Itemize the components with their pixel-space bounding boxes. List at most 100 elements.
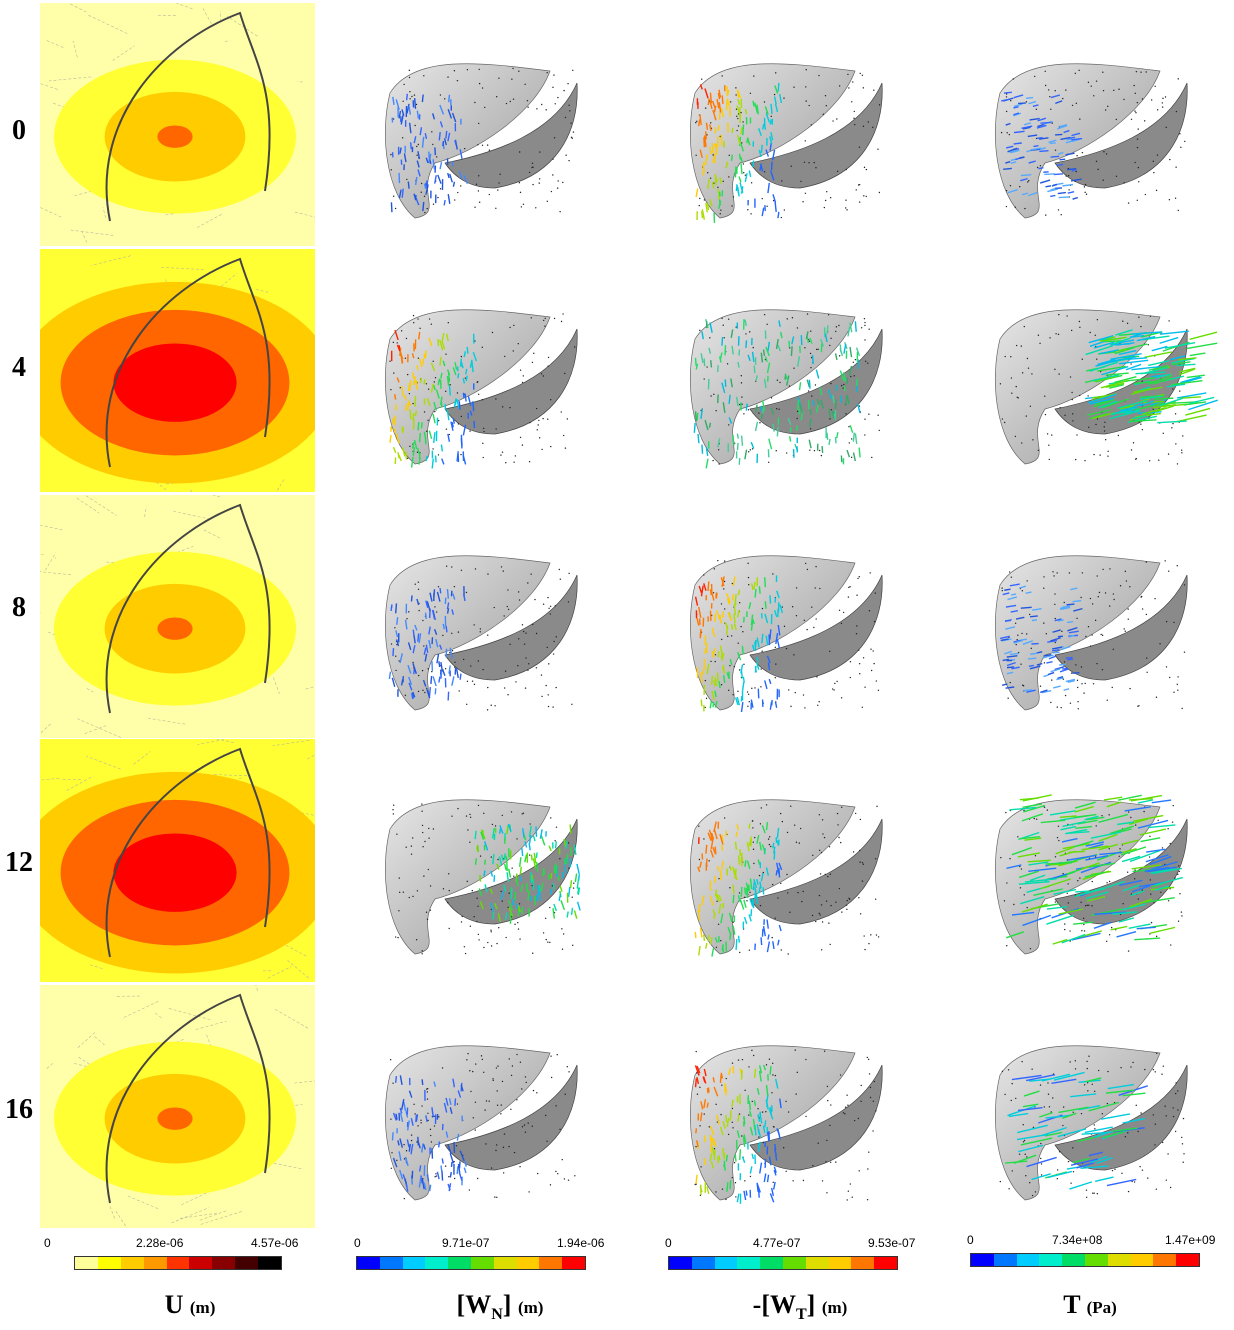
colorbar-wn-tick-mid: 9.71e-07 [442,1236,490,1250]
colorbar-swatch [669,1257,692,1269]
row-label-12: 12 [5,847,33,878]
colorbar-swatch [782,1257,806,1269]
row-label-8: 8 [12,592,26,623]
fault-surface [385,555,551,711]
fault-trace [105,747,271,958]
fault-trace [105,993,271,1204]
u-contour-level [157,617,193,640]
colorbar-swatch [143,1257,167,1269]
caption-t-symbol: T [1063,1290,1081,1319]
colorbar-swatch [1153,1254,1177,1266]
fault-surface-lower [444,82,578,189]
caption-t: T (Pa) [1025,1290,1155,1320]
t-vector-panel [995,309,1218,465]
row-label-0: 0 [12,115,26,146]
wt-vector-panel [690,63,883,223]
fault-surface [690,63,856,219]
fault-surface-lower [444,1064,578,1171]
fault-trace [105,503,271,714]
fault-surface-lower [444,574,578,681]
colorbar-swatch [1130,1254,1154,1266]
colorbar-swatch [874,1257,897,1269]
t-vector-panel [995,63,1188,219]
fault-surface [690,309,856,465]
caption-wn: [WN] (m) [420,1290,580,1324]
wn-vector-panel [385,63,578,219]
colorbar-swatch [1016,1254,1040,1266]
colorbar-swatch [851,1257,875,1269]
fault-surface [690,555,856,711]
caption-wt-sub: T [796,1306,807,1324]
colorbar-wt-tick-max: 9.53e-07 [868,1236,916,1250]
fault-surface [690,799,856,955]
colorbar-swatch [235,1257,259,1269]
fault-surface [995,1045,1161,1201]
colorbar-swatch [258,1257,282,1269]
wn-vector-panel [385,555,578,711]
caption-wt-close: ] [806,1290,816,1319]
u-contour-panel [40,3,315,246]
caption-wn-symbol: [W [456,1290,492,1319]
u-contour-panel [40,495,315,738]
fault-surface [995,309,1161,465]
fault-surface [995,63,1161,219]
wt-vector-panel [690,555,883,713]
t-vector-panel [995,555,1188,711]
row-label-4: 4 [12,352,26,383]
fault-surface-lower [444,818,578,925]
colorbar-swatch [1176,1254,1199,1266]
caption-wn-sub: N [491,1306,503,1324]
colorbar-swatch [828,1257,852,1269]
colorbar-wt-tick-mid: 4.77e-07 [753,1236,801,1250]
colorbar-t-tick-mid: 7.34e+08 [1052,1233,1103,1247]
colorbar-swatch [760,1257,783,1269]
colorbar-wn-tick-max: 1.94e-06 [557,1236,605,1250]
colorbar-u-tick-min: 0 [44,1236,51,1250]
colorbar-swatch [539,1257,563,1269]
colorbar-swatch [212,1257,236,1269]
fault-surface-lower [1054,82,1188,189]
t-vector-panel [995,794,1188,955]
caption-t-unit: (Pa) [1086,1298,1117,1317]
u-contour-panel [40,739,315,982]
wn-vector-panel [385,1045,578,1201]
colorbar-u-swatches [74,1256,282,1270]
colorbar-swatch [714,1257,738,1269]
fault-surface [385,799,551,955]
wn-vector-panel [385,799,581,955]
u-contour-level [113,343,237,422]
wt-vector-panel [690,799,883,957]
colorbar-swatch [189,1257,213,1269]
colorbar-wn-tick-min: 0 [354,1236,361,1250]
colorbar-swatch [448,1257,471,1269]
caption-wt-symbol: -[W [752,1290,796,1319]
caption-u: U (m) [120,1290,260,1320]
colorbar-u-tick-max: 4.57e-06 [251,1236,299,1250]
fault-surface-lower [749,328,883,435]
colorbar-swatch [1039,1254,1063,1266]
colorbar-swatch [120,1257,144,1269]
caption-wn-unit: (m) [517,1298,544,1317]
caption-wt-unit: (m) [821,1298,848,1317]
fault-surface-lower [444,328,578,435]
colorbar-swatch [737,1257,761,1269]
colorbar-wn-swatches [356,1256,586,1270]
colorbar-t: 0 7.34e+08 1.47e+09 [967,1233,1234,1267]
colorbar-u: 0 2.28e-06 4.57e-06 [44,1236,314,1270]
colorbar-t-tick-min: 0 [967,1233,974,1247]
colorbar-swatch [357,1257,380,1269]
fault-surface [385,1045,551,1201]
colorbar-t-tick-max: 1.47e+09 [1165,1233,1216,1247]
u-contour-panel [40,249,315,492]
colorbar-t-swatches [970,1253,1200,1267]
caption-wn-close: ] [502,1290,512,1319]
colorbar-swatch [493,1257,517,1269]
caption-u-symbol: U [164,1290,184,1319]
colorbar-swatch [1107,1254,1131,1266]
t-vector-panel [995,1045,1188,1201]
colorbar-swatch [691,1257,715,1269]
fault-trace [105,257,271,468]
colorbar-swatch [1084,1254,1108,1266]
caption-u-unit: (m) [189,1298,216,1317]
fault-surface-lower [749,82,883,189]
